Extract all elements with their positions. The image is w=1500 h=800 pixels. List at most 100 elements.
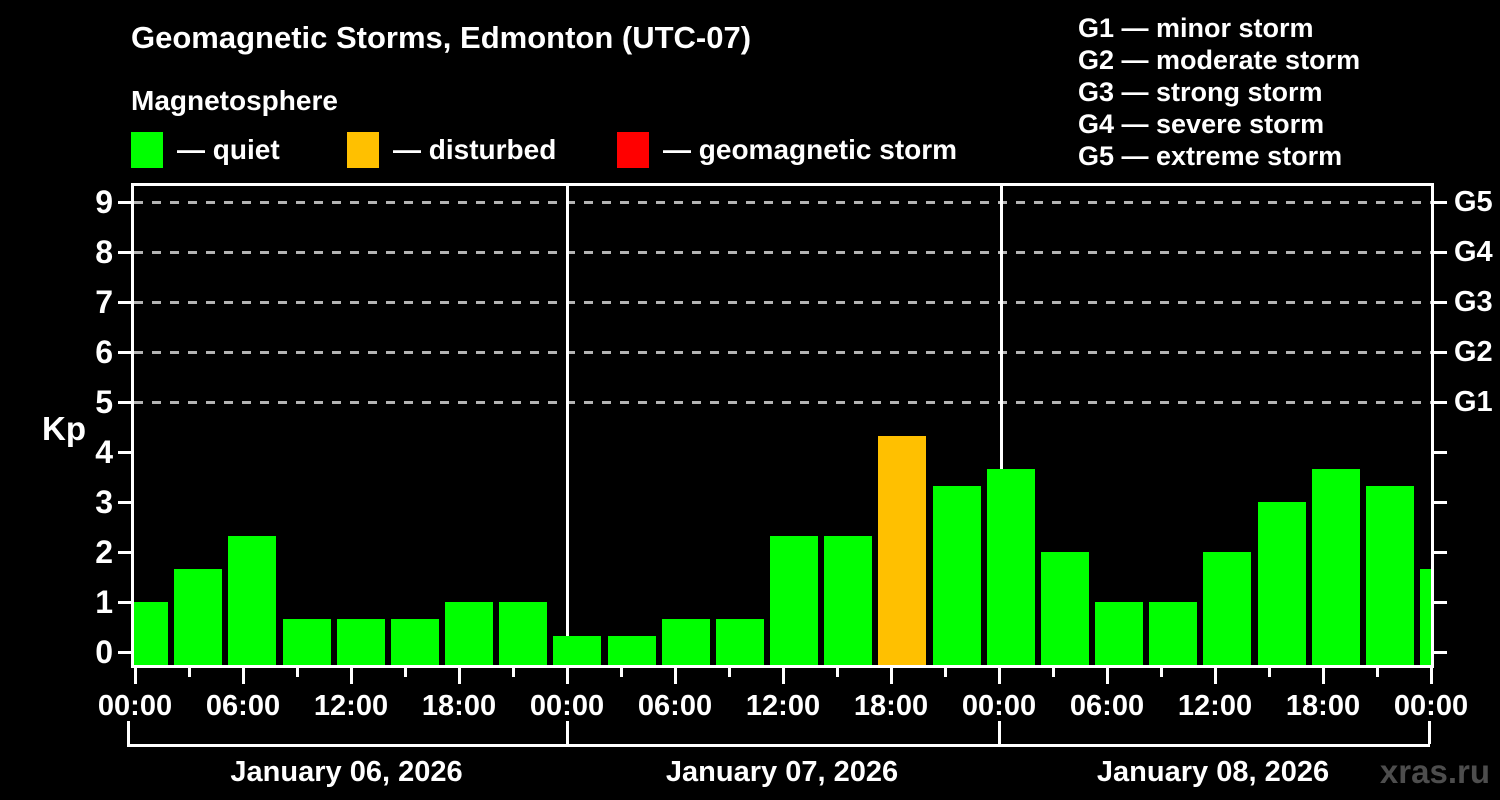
- x-axis-tick-major: [566, 668, 569, 684]
- day-boundary-line: [999, 186, 1003, 665]
- x-axis-tick-minor: [836, 668, 839, 677]
- kp-bar: [336, 618, 385, 665]
- kp-bar: [986, 468, 1035, 665]
- g-scale-legend: G1 — minor storm G2 — moderate storm G3 — …: [1078, 12, 1360, 172]
- y-axis-tick-right: [1434, 501, 1447, 504]
- y-axis-label: 9: [95, 184, 113, 220]
- y-axis-tick-right: [1434, 451, 1447, 454]
- legend-item-quiet: — quiet: [131, 131, 280, 169]
- g-legend-line-1: G1 — minor storm: [1078, 13, 1314, 43]
- x-axis-tick-major: [242, 668, 245, 684]
- kp-bar: [1149, 602, 1198, 665]
- g-scale-label-g2: G2: [1454, 336, 1493, 368]
- kp-bar: [878, 435, 927, 665]
- y-axis-tick-left: [118, 551, 131, 554]
- x-axis-label: 06:00: [637, 690, 713, 722]
- kp-bar: [174, 568, 223, 665]
- g-legend-line-5: G5 — extreme storm: [1078, 141, 1343, 171]
- gridline-kp9: [134, 201, 1431, 204]
- kp-bar: [499, 602, 548, 665]
- legend-item-storm: — geomagnetic storm: [617, 131, 957, 169]
- x-axis-label: 06:00: [1069, 690, 1145, 722]
- kp-bar: [607, 635, 656, 665]
- y-axis-label: 3: [95, 484, 113, 520]
- y-axis-tick-right: [1434, 551, 1447, 554]
- y-axis-label: 1: [95, 584, 113, 620]
- y-axis-label: 6: [95, 334, 113, 370]
- y-axis-label: 5: [95, 384, 113, 420]
- x-axis-tick-major: [890, 668, 893, 684]
- y-axis-tick-left: [118, 351, 131, 354]
- x-axis-label: 00:00: [1393, 690, 1469, 722]
- gridline-kp8: [134, 251, 1431, 254]
- x-axis-tick-major: [674, 668, 677, 684]
- kp-bar: [661, 618, 710, 665]
- y-axis-tick-left: [118, 601, 131, 604]
- x-axis-tick-major: [998, 668, 1001, 684]
- x-axis-label: 00:00: [529, 690, 605, 722]
- x-axis-label: 12:00: [313, 690, 389, 722]
- kp-bar: [1257, 502, 1306, 665]
- y-axis-tick-right: [1434, 301, 1447, 304]
- x-axis-label: 06:00: [205, 690, 281, 722]
- kp-bar: [1040, 552, 1089, 665]
- g-scale-label-g4: G4: [1454, 236, 1493, 268]
- date-bracket-tick: [566, 721, 569, 744]
- kp-bar: [932, 485, 981, 665]
- page-title: Geomagnetic Storms, Edmonton (UTC-07): [131, 20, 752, 55]
- legend-label-disturbed: — disturbed: [393, 134, 557, 165]
- kp-bar: [1095, 602, 1144, 665]
- kp-bar: [282, 618, 331, 665]
- x-axis-tick-minor: [1268, 668, 1271, 677]
- y-axis-tick-left: [118, 401, 131, 404]
- date-bracket-line: [127, 744, 1430, 747]
- g-scale-label-g3: G3: [1454, 286, 1493, 318]
- y-axis-tick-left: [118, 201, 131, 204]
- x-axis-tick-major: [458, 668, 461, 684]
- x-axis-label: 00:00: [97, 690, 173, 722]
- date-label: January 07, 2026: [665, 756, 899, 788]
- x-axis-tick-minor: [296, 668, 299, 677]
- date-bracket-tick: [127, 721, 130, 744]
- g-legend-line-4: G4 — severe storm: [1078, 109, 1325, 139]
- y-axis-tick-left: [118, 251, 131, 254]
- x-axis-tick-major: [782, 668, 785, 684]
- y-axis-tick-right: [1434, 651, 1447, 654]
- g-legend-line-2: G2 — moderate storm: [1078, 45, 1361, 75]
- y-axis-label: 7: [95, 284, 113, 320]
- y-axis-tick-right: [1434, 351, 1447, 354]
- legend-label-quiet: — quiet: [177, 134, 280, 165]
- gridline-kp7: [134, 301, 1431, 304]
- chart-subtitle: Magnetosphere: [131, 85, 338, 116]
- kp-bar: [824, 535, 873, 665]
- g-legend-line-3: G3 — strong storm: [1078, 77, 1323, 107]
- x-axis-tick-minor: [1160, 668, 1163, 677]
- y-axis-tick-left: [118, 301, 131, 304]
- x-axis-label: 12:00: [1177, 690, 1253, 722]
- watermark-link[interactable]: xras.ru: [1379, 753, 1490, 790]
- x-axis-tick-minor: [1052, 668, 1055, 677]
- g-scale-label-g1: G1: [1454, 386, 1493, 418]
- kp-bar: [390, 618, 439, 665]
- y-axis-tick-right: [1434, 251, 1447, 254]
- x-axis-tick-major: [134, 668, 137, 684]
- storm-color-swatch: [617, 132, 649, 168]
- y-axis-label: 4: [95, 434, 113, 470]
- kp-bar: [228, 535, 277, 665]
- x-axis-tick-major: [350, 668, 353, 684]
- disturbed-color-swatch: [347, 132, 379, 168]
- x-axis-label: 18:00: [853, 690, 929, 722]
- x-axis-tick-minor: [944, 668, 947, 677]
- legend-item-disturbed: — disturbed: [347, 131, 556, 169]
- kp-bar: [445, 602, 494, 665]
- gridline-kp5: [134, 401, 1431, 404]
- x-axis-label: 18:00: [1285, 690, 1361, 722]
- x-axis-label: 00:00: [961, 690, 1037, 722]
- y-axis-label: 0: [95, 634, 113, 670]
- x-axis-label: 12:00: [745, 690, 821, 722]
- kp-bar: [1203, 552, 1252, 665]
- x-axis-tick-minor: [404, 668, 407, 677]
- plot-inner: [134, 186, 1431, 665]
- x-axis-label: 18:00: [421, 690, 497, 722]
